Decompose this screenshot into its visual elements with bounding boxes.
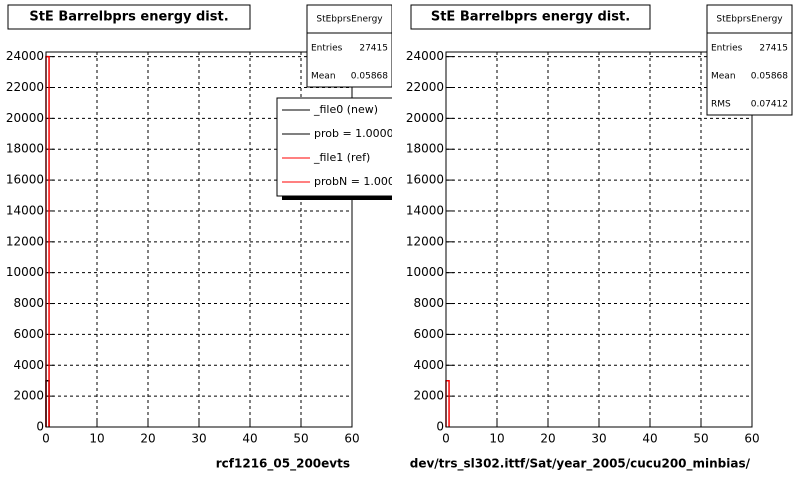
y-tick-label: 2000 xyxy=(413,389,444,403)
x-axis-label: dev/trs_sl302.ittf/Sat/year_2005/cucu200… xyxy=(410,457,751,472)
y-tick-label: 14000 xyxy=(406,203,444,217)
x-axis-label: rcf1216_05_200evts xyxy=(216,457,350,472)
stats-value: 27415 xyxy=(359,44,388,54)
y-tick-label: 2000 xyxy=(13,389,44,403)
y-tick-label: 12000 xyxy=(406,234,444,248)
y-tick-label: 4000 xyxy=(413,358,444,372)
stats-value: 0.07412 xyxy=(751,100,788,110)
y-tick-label: 4000 xyxy=(13,358,44,372)
x-tick-label: 50 xyxy=(293,432,308,446)
chart-title: StE Barrelbprs energy dist. xyxy=(431,10,630,25)
x-tick-label: 0 xyxy=(42,432,50,446)
y-tick-label: 18000 xyxy=(6,142,44,156)
y-tick-label: 18000 xyxy=(406,142,444,156)
stats-value: 0.05868 xyxy=(751,72,788,82)
stats-label: Mean xyxy=(311,72,336,82)
y-tick-label: 10000 xyxy=(406,265,444,279)
y-tick-label: 10000 xyxy=(6,265,44,279)
y-tick-label: 6000 xyxy=(13,327,44,341)
x-tick-label: 30 xyxy=(191,432,206,446)
title-box xyxy=(7,4,251,30)
stats-label: Entries xyxy=(311,44,343,54)
legend-label: _file1 (ref) xyxy=(313,151,370,164)
plot-border xyxy=(45,51,353,428)
pad-right: 0 2000 4000 6000 8000 10000 12000 14000 16000 180… xyxy=(406,4,793,472)
legend-label: _file0 (new) xyxy=(313,103,378,116)
x-tick-label: 60 xyxy=(344,432,359,446)
x-tick-label: 10 xyxy=(89,432,104,446)
stats-title: StEbprsEnergy xyxy=(716,15,783,25)
stats-title: StEbprsEnergy xyxy=(316,15,383,25)
stats-label: Mean xyxy=(711,72,736,82)
x-tick-label: 40 xyxy=(242,432,257,446)
title-box xyxy=(410,4,651,30)
y-tick-label: 16000 xyxy=(406,173,444,187)
x-tick-label: 20 xyxy=(140,432,155,446)
y-tick-label: 8000 xyxy=(13,296,44,310)
stats-label: Entries xyxy=(711,44,743,54)
y-tick-label: 6000 xyxy=(413,327,444,341)
y-tick-label: 0 xyxy=(436,420,444,434)
y-tick-label: 24000 xyxy=(406,49,444,63)
y-tick-label: 20000 xyxy=(6,111,44,125)
y-tick-label: 22000 xyxy=(6,80,44,94)
pad-left: 0 2000 4000 6000 8000 10000 12000 14000 16000 180… xyxy=(6,4,416,472)
legend-box xyxy=(276,97,392,197)
x-tick-label: 30 xyxy=(591,432,606,446)
stats-label: RMS xyxy=(711,100,731,110)
y-tick-label: 0 xyxy=(36,420,44,434)
y-tick-label: 8000 xyxy=(413,296,444,310)
stats-value: 0.05868 xyxy=(351,72,388,82)
y-tick-label: 12000 xyxy=(6,234,44,248)
y-tick-label: 24000 xyxy=(6,49,44,63)
x-tick-label: 0 xyxy=(442,432,450,446)
x-tick-label: 10 xyxy=(489,432,504,446)
legend-label: prob = 1.000000 xyxy=(314,127,408,140)
y-tick-label: 20000 xyxy=(406,111,444,125)
y-tick-label: 14000 xyxy=(6,203,44,217)
x-tick-label: 40 xyxy=(642,432,657,446)
plot-border xyxy=(445,51,753,428)
y-tick-label: 16000 xyxy=(6,173,44,187)
x-tick-label: 50 xyxy=(693,432,708,446)
y-tick-label: 22000 xyxy=(406,80,444,94)
legend-label: probN = 1.000000 xyxy=(314,175,416,188)
x-tick-label: 60 xyxy=(744,432,759,446)
stats-value: 27415 xyxy=(759,44,788,54)
stats-box xyxy=(306,4,392,88)
x-tick-label: 20 xyxy=(540,432,555,446)
chart-title: StE Barrelbprs energy dist. xyxy=(29,10,228,25)
stats-box xyxy=(706,4,793,116)
